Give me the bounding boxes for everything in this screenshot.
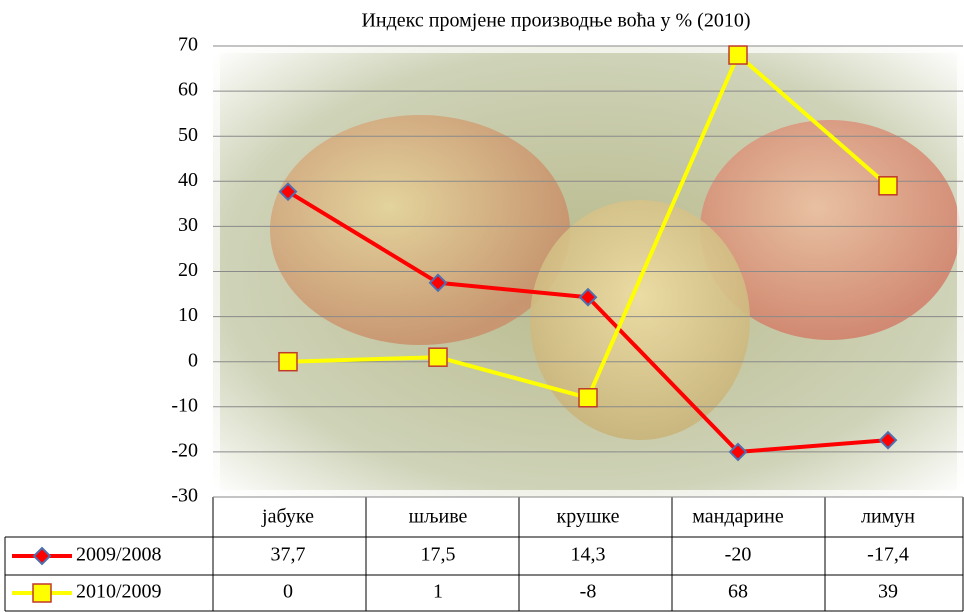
- chart-title: Индекс промјене производње воћа у % (201…: [361, 10, 750, 32]
- marker: [428, 273, 448, 293]
- y-tick-label: 50: [178, 124, 198, 146]
- legend-marker: [32, 583, 52, 603]
- table-value: 68: [728, 581, 748, 603]
- y-tick-label: -20: [171, 439, 198, 461]
- legend-label: 2010/2009: [76, 581, 162, 603]
- marker: [578, 287, 598, 307]
- marker: [878, 430, 898, 450]
- marker: [278, 351, 298, 372]
- marker: [428, 347, 448, 367]
- table-value: 37,7: [271, 544, 306, 566]
- y-tick-label: 30: [178, 214, 198, 236]
- x-tick-label: шљиве: [409, 506, 468, 528]
- y-tick-label: 10: [178, 304, 198, 326]
- table-value: -17,4: [867, 544, 909, 566]
- x-tick-label: лимун: [861, 506, 915, 528]
- table-value: -8: [580, 581, 597, 603]
- y-tick-label: 60: [178, 79, 198, 101]
- table-value: -20: [725, 544, 752, 566]
- marker: [728, 442, 748, 462]
- marker: [728, 45, 748, 65]
- marker: [278, 182, 298, 202]
- x-tick-label: крушке: [557, 506, 620, 528]
- table-value: 0: [283, 581, 293, 603]
- x-tick-label: јабуке: [261, 506, 314, 528]
- y-tick-label: 70: [178, 34, 198, 56]
- table-value: 17,5: [421, 544, 456, 566]
- table-value: 1: [433, 581, 443, 603]
- y-tick-label: 0: [188, 349, 198, 371]
- y-tick-label: -10: [171, 394, 198, 416]
- y-tick-label: -30: [171, 485, 198, 507]
- marker: [578, 388, 598, 408]
- y-tick-label: 40: [178, 169, 198, 191]
- legend-marker: [32, 546, 52, 566]
- table-value: 39: [878, 581, 898, 603]
- marker: [878, 176, 898, 196]
- y-tick-label: 20: [178, 259, 198, 281]
- table-value: 14,3: [571, 544, 606, 566]
- x-tick-label: мандарине: [692, 506, 784, 528]
- legend-label: 2009/2008: [76, 544, 162, 566]
